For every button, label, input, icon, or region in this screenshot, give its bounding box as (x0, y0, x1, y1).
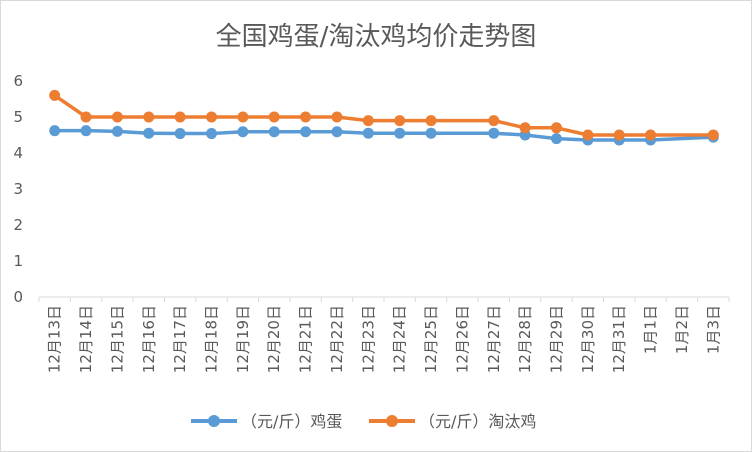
legend[interactable]: （元/斤）鸡蛋 （元/斤）淘汰鸡 (191, 412, 536, 431)
x-tick-label: 12月22日 (328, 305, 346, 373)
legend-label: （元/斤）鸡蛋 (241, 412, 342, 431)
y-tick-label: 0 (13, 288, 23, 306)
data-point (143, 127, 155, 139)
legend-item-2[interactable]: （元/斤）淘汰鸡 (369, 412, 536, 431)
legend-dot-marker (386, 415, 398, 427)
y-tick-label: 3 (13, 180, 23, 198)
x-tick-label: 12月17日 (171, 305, 189, 373)
data-point (80, 111, 92, 123)
x-tick-label: 1月1日 (642, 305, 660, 354)
data-point (49, 89, 61, 101)
series-2 (49, 89, 719, 141)
data-point (237, 111, 249, 123)
data-point (206, 111, 217, 123)
x-tick-label: 12月26日 (453, 305, 471, 373)
x-axis-ticks: 12月13日 12月14日 12月15日 12月16日 12月17日 12月18日 12月1… (46, 305, 723, 373)
x-tick-label: 12月16日 (140, 305, 158, 373)
data-point (551, 133, 562, 145)
data-point (300, 126, 312, 138)
y-tick-label: 5 (13, 108, 23, 126)
legend-item-1[interactable]: （元/斤）鸡蛋 (191, 412, 342, 431)
data-point (394, 115, 406, 127)
data-point (362, 127, 374, 139)
data-point (174, 128, 186, 140)
data-point (362, 115, 374, 127)
series-1 (49, 125, 719, 146)
x-tick-label: 12月23日 (359, 305, 377, 373)
x-tick-label: 12月25日 (422, 305, 440, 373)
x-tick-label: 12月21日 (297, 305, 315, 373)
data-point (425, 127, 437, 139)
x-tick-label: 1月2日 (673, 305, 691, 354)
data-point (143, 111, 155, 123)
y-tick-label: 2 (13, 216, 23, 234)
y-tick-label: 1 (13, 252, 23, 270)
data-point (645, 129, 657, 141)
series-layer (49, 89, 719, 146)
data-point (519, 122, 531, 134)
data-point (488, 127, 500, 139)
legend-label: （元/斤）淘汰鸡 (419, 412, 536, 431)
data-point (707, 129, 719, 141)
data-point (237, 126, 249, 138)
data-point (425, 115, 437, 127)
y-tick-label: 4 (13, 144, 23, 162)
data-point (551, 122, 562, 134)
x-tick-label: 12月19日 (234, 305, 252, 373)
data-point (300, 111, 312, 123)
x-tick-label: 12月15日 (108, 305, 126, 373)
x-tick-label: 1月3日 (704, 305, 722, 354)
y-axis-ticks: 0 1 2 3 4 5 6 (13, 72, 23, 306)
data-point (331, 111, 343, 123)
data-point (111, 125, 123, 137)
x-tick-label: 12月24日 (391, 305, 409, 373)
x-tick-label: 12月30日 (579, 305, 597, 373)
x-tick-label: 12月29日 (548, 305, 566, 373)
x-tick-label: 12月18日 (203, 305, 221, 373)
data-point (331, 126, 343, 138)
data-point (206, 128, 217, 140)
data-point (49, 125, 61, 137)
data-point (174, 111, 186, 123)
legend-dot-marker (208, 415, 220, 427)
x-tick-label: 12月31日 (610, 305, 628, 373)
data-point (582, 129, 594, 141)
x-axis (38, 296, 730, 302)
data-point (613, 129, 625, 141)
data-point (268, 126, 280, 138)
y-tick-label: 6 (13, 72, 23, 90)
data-point (80, 125, 92, 137)
x-tick-label: 12月13日 (46, 305, 64, 373)
data-point (268, 111, 280, 123)
x-tick-label: 12月20日 (265, 305, 283, 373)
chart-title: 全国鸡蛋/淘汰鸡均价走势图 (216, 22, 537, 52)
data-point (488, 115, 500, 127)
data-point (394, 127, 406, 139)
x-tick-label: 12月14日 (77, 305, 95, 373)
x-tick-label: 12月28日 (516, 305, 534, 373)
x-tick-label: 12月27日 (485, 305, 503, 373)
data-point (111, 111, 123, 123)
